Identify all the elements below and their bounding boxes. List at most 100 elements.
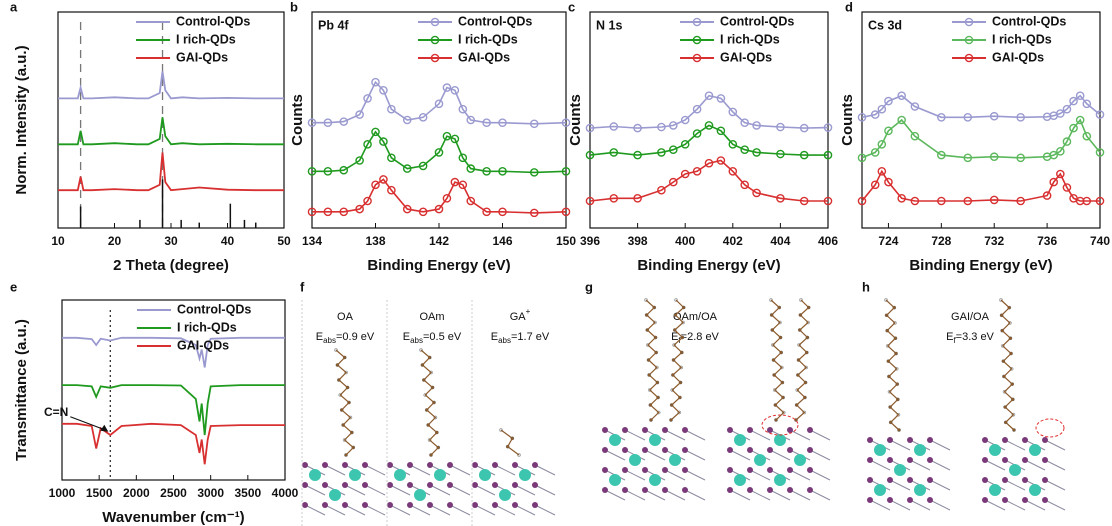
atom-i [1002, 437, 1008, 443]
bond [685, 490, 705, 500]
legend-label: I rich-QDs [177, 320, 237, 334]
atom-i [807, 487, 813, 493]
atom-i [602, 427, 608, 433]
atom-i [302, 502, 308, 508]
atom-i [682, 467, 688, 473]
energy-label: Eabs=0.5 eV [403, 331, 462, 345]
y-axis-label: Transmittance (a.u.) [13, 319, 30, 461]
bond [810, 470, 830, 480]
y-axis-label: Counts [839, 94, 856, 146]
model-name: GAI/OA [951, 311, 990, 323]
x-tick-label: 724 [878, 234, 898, 248]
atom-i [1022, 497, 1028, 503]
atom-i [447, 482, 453, 488]
atom-i [727, 427, 733, 433]
bond [665, 490, 685, 500]
atom-i [407, 482, 413, 488]
atom-i [1022, 477, 1028, 483]
atom-i [427, 482, 433, 488]
bond [890, 480, 910, 490]
atom-i [642, 447, 648, 453]
energy-text: =0.5 eV [423, 331, 462, 343]
x-tick-label: 728 [931, 234, 951, 248]
bond [1025, 460, 1045, 470]
legend-label: GAI-QDs [176, 50, 228, 64]
bond [625, 430, 645, 440]
atom-i [747, 487, 753, 493]
x-tick-label: 406 [818, 234, 838, 248]
atom-i [807, 467, 813, 473]
atom-i [747, 427, 753, 433]
atom-i [622, 487, 628, 493]
bond [535, 505, 555, 515]
series-line [58, 117, 284, 144]
bond [475, 505, 495, 515]
bond [515, 505, 535, 515]
atom-i [302, 462, 308, 468]
bond [730, 490, 750, 500]
atom-i [532, 502, 538, 508]
atom-i [1042, 437, 1048, 443]
panel-label: b [290, 0, 298, 14]
atom-i [807, 447, 813, 453]
y-axis-label: Norm. Intensity (a.u.) [13, 45, 30, 194]
atom-cs [894, 464, 906, 476]
bond [685, 430, 705, 440]
panel-label: c [568, 0, 575, 14]
atom-i [787, 467, 793, 473]
x-axis-label: Binding Energy (eV) [367, 257, 510, 274]
plot-frame [58, 12, 284, 228]
bond [625, 470, 645, 480]
bond [450, 485, 470, 495]
bond [365, 485, 385, 495]
bond [890, 500, 910, 510]
atom-cs [499, 489, 511, 501]
atom-i [427, 502, 433, 508]
atom-i [867, 497, 873, 503]
atom-cs [774, 474, 786, 486]
bond [810, 450, 830, 460]
atom-i [532, 482, 538, 488]
x-tick-label: 142 [429, 234, 449, 248]
atom-i [682, 447, 688, 453]
atom-i [907, 437, 913, 443]
atom-i [342, 462, 348, 468]
series-line [62, 385, 285, 435]
atom-i [662, 467, 668, 473]
atom-i [642, 427, 648, 433]
energy-text: =0.9 eV [336, 331, 375, 343]
model-name: OAm [419, 311, 444, 323]
atom-i [512, 502, 518, 508]
atom-i [787, 487, 793, 493]
atom-i [767, 467, 773, 473]
x-tick-label: 732 [984, 234, 1004, 248]
atom-i [682, 427, 688, 433]
atom-i [927, 477, 933, 483]
chain [1001, 300, 1014, 430]
atom-i [867, 457, 873, 463]
bond [750, 490, 770, 500]
bond [495, 505, 515, 515]
atom-i [1042, 497, 1048, 503]
atom-i [362, 462, 368, 468]
energy-label: Eabs=1.7 eV [491, 331, 550, 345]
atom-cs [349, 469, 361, 481]
bond [790, 430, 810, 440]
plot-frame [62, 300, 285, 480]
bond [890, 440, 910, 450]
bond [1045, 500, 1065, 510]
series-line [58, 152, 284, 190]
model-name-text: OA [337, 311, 354, 323]
atom-i [982, 497, 988, 503]
atom-cs [669, 454, 681, 466]
atom-i [602, 447, 608, 453]
atom-cs [734, 434, 746, 446]
chain [886, 300, 899, 430]
bond [325, 465, 345, 475]
bond [475, 485, 495, 495]
atom-i [512, 462, 518, 468]
series-line [590, 125, 828, 155]
x-tick-label: 402 [723, 234, 743, 248]
bond [750, 470, 770, 480]
bond [770, 490, 790, 500]
